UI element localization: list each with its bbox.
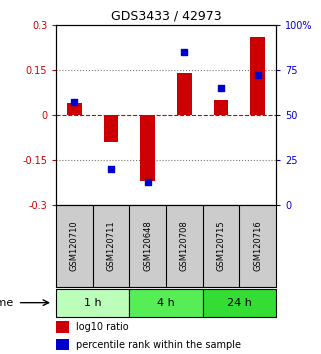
Text: GSM120708: GSM120708 [180, 221, 189, 272]
Bar [177, 73, 192, 115]
Text: 24 h: 24 h [227, 298, 252, 308]
Bar [67, 103, 82, 115]
Point [108, 166, 114, 172]
Bar [250, 37, 265, 115]
Bar [56, 339, 69, 350]
Point [145, 179, 150, 185]
Bar [129, 289, 203, 317]
Bar [141, 115, 155, 181]
Text: 1 h: 1 h [84, 298, 102, 308]
Bar [56, 289, 129, 317]
Point [219, 85, 224, 91]
Title: GDS3433 / 42973: GDS3433 / 42973 [111, 9, 221, 22]
Text: percentile rank within the sample: percentile rank within the sample [76, 340, 241, 350]
Text: GSM120648: GSM120648 [143, 221, 152, 272]
Bar [214, 100, 229, 115]
Point [182, 49, 187, 55]
Bar [203, 289, 276, 317]
Text: GSM120715: GSM120715 [217, 221, 226, 272]
Point [255, 73, 260, 78]
Bar [56, 321, 69, 333]
Bar [104, 115, 118, 142]
Text: time: time [0, 298, 14, 308]
Point [72, 99, 77, 105]
Text: 4 h: 4 h [157, 298, 175, 308]
Text: GSM120710: GSM120710 [70, 221, 79, 272]
Text: log10 ratio: log10 ratio [76, 322, 129, 332]
Text: GSM120711: GSM120711 [107, 221, 116, 272]
Text: GSM120716: GSM120716 [253, 221, 262, 272]
